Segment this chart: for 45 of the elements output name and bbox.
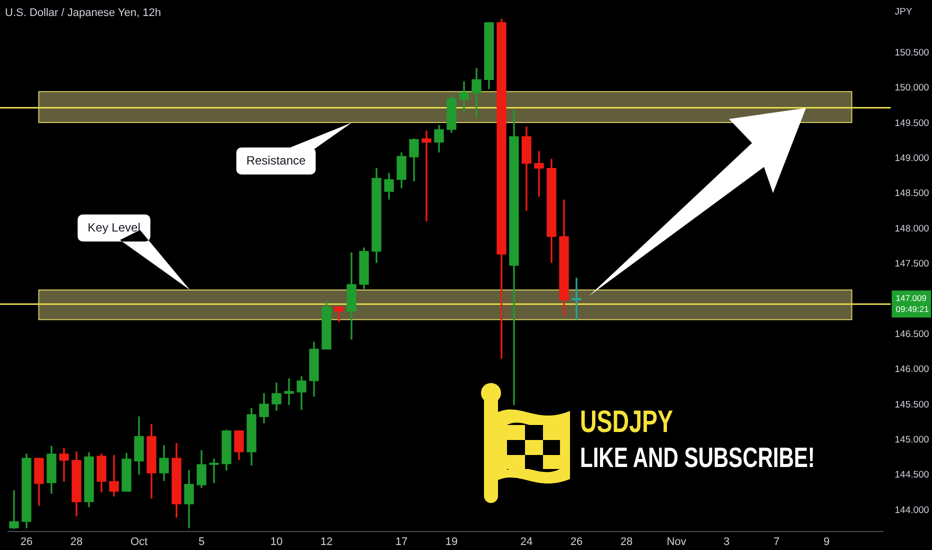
y-tick-label: 145.500	[894, 399, 930, 410]
y-tick-label: 149.000	[894, 153, 930, 164]
chart-title: U.S. Dollar / Japanese Yen, 12h	[5, 7, 161, 20]
y-tick-label: 147.500	[894, 258, 930, 270]
y-tick-label: 148.500	[894, 188, 930, 200]
annotation: LIKE AND SUBSCRIBE!	[580, 442, 815, 473]
x-tick-label: 19	[445, 536, 458, 548]
x-tick-label: 28	[620, 536, 633, 548]
candlestick	[534, 151, 544, 197]
text: 09:49:21	[896, 304, 930, 314]
y-tick-label: 144.500	[894, 470, 930, 481]
x-tick-label: Oct	[130, 536, 148, 548]
x-tick-label: 17	[395, 536, 408, 548]
annotation: Key Level	[88, 220, 140, 234]
x-tick-label: 5	[198, 536, 205, 548]
x-tick-label: 24	[520, 536, 533, 548]
y-tick-label: 149.500	[894, 118, 930, 129]
x-tick-label: 9	[823, 536, 830, 548]
candlestick	[9, 490, 19, 529]
x-tick-label: 7	[773, 536, 780, 548]
x-tick-label: 3	[723, 536, 730, 548]
y-tick-label: 150.500	[894, 48, 930, 59]
x-tick-label: 28	[70, 536, 83, 548]
y-axis-title: JPY	[894, 6, 913, 18]
y-tick-label: 145.000	[894, 434, 930, 446]
band-label: Resistance	[246, 153, 306, 168]
x-tick-label: 12	[320, 536, 333, 548]
candlestick	[209, 458, 219, 484]
candlestick	[459, 81, 469, 112]
x-tick-label: 26	[570, 536, 583, 548]
annotation: USDJPY	[580, 404, 674, 439]
candlestick	[59, 448, 69, 482]
text: 147.009	[896, 292, 927, 303]
candlestick	[422, 130, 432, 222]
y-tick-label: 144.000	[894, 504, 930, 516]
y-tick-label: 146.500	[894, 328, 930, 340]
candlestick	[284, 378, 294, 406]
y-tick-label: 148.000	[894, 223, 930, 234]
x-tick-label: Nov	[666, 536, 687, 548]
x-tick-label: 26	[20, 536, 33, 548]
candlestick	[109, 455, 119, 497]
y-tick-label: 150.000	[894, 82, 930, 94]
y-tick-label: 146.000	[894, 364, 930, 376]
x-tick-label: 10	[270, 536, 283, 548]
candlestick	[572, 278, 582, 320]
